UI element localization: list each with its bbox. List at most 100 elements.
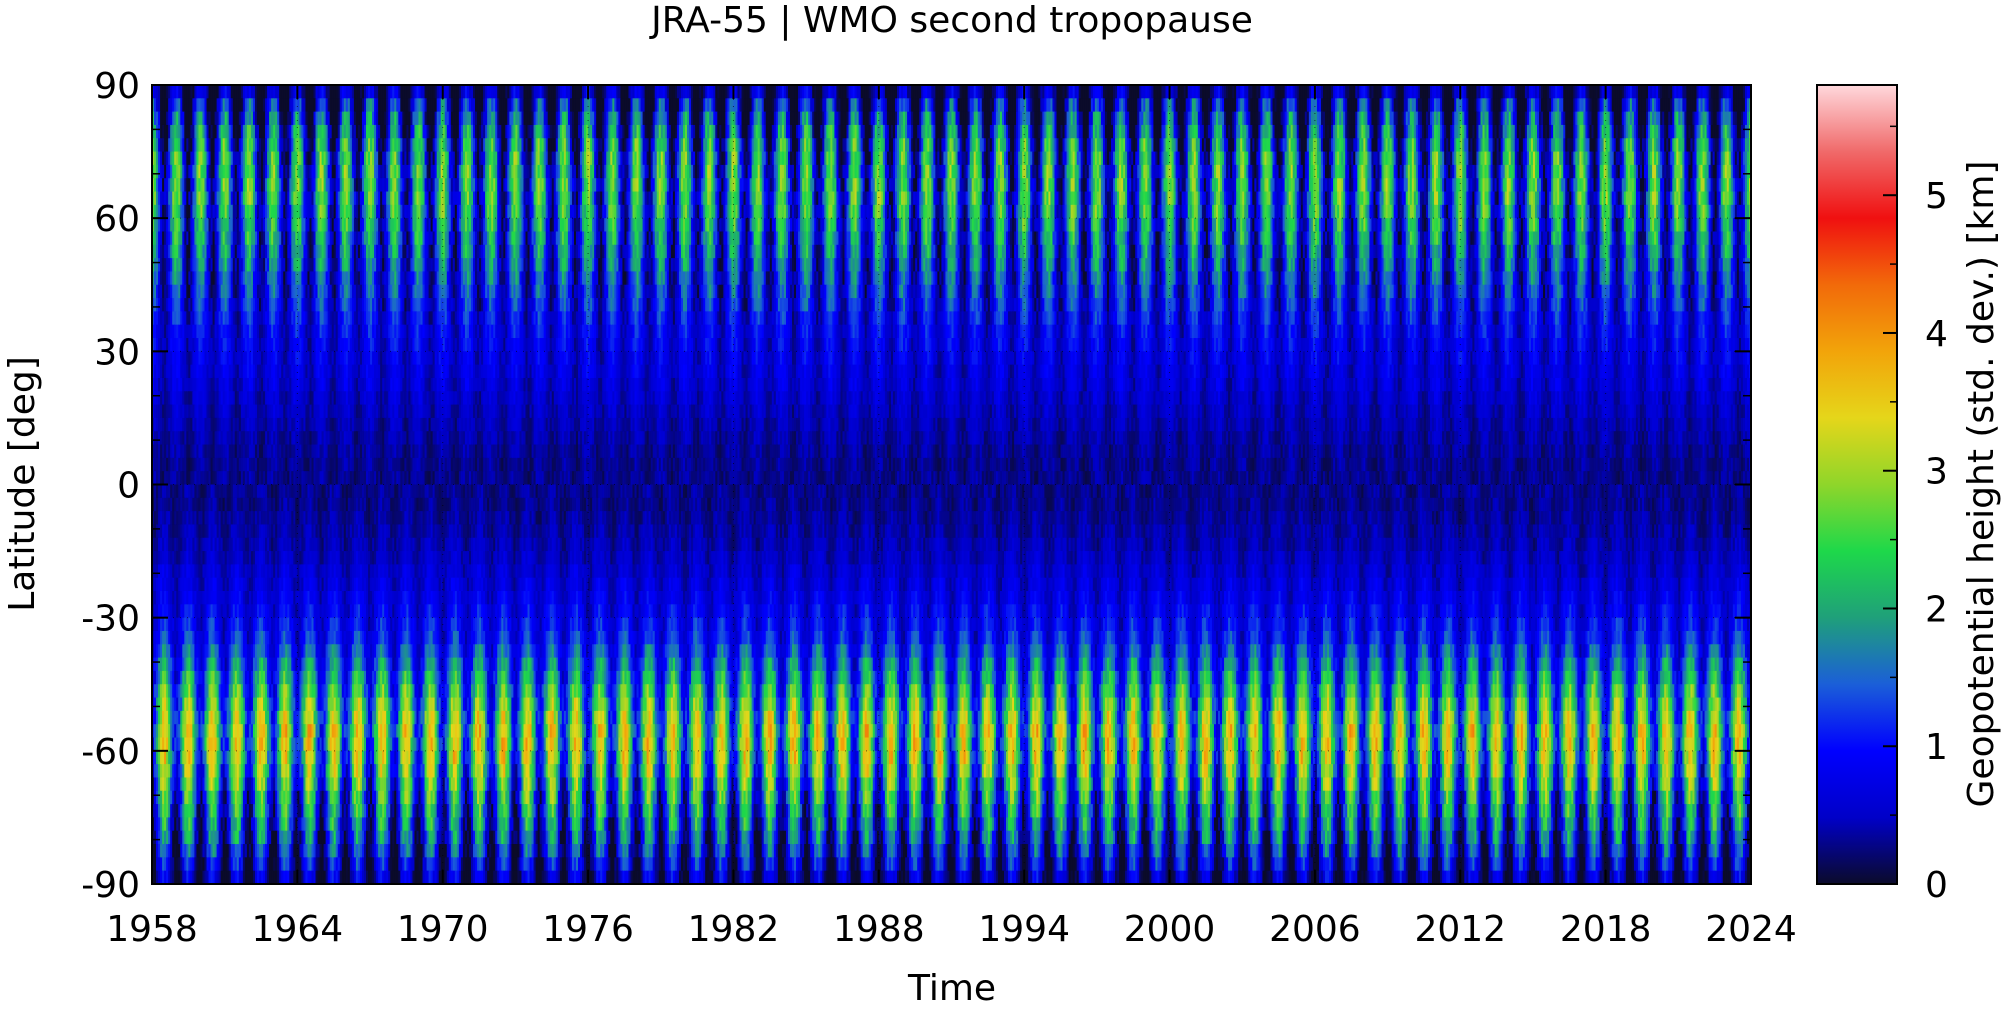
heatmap-cell bbox=[618, 85, 621, 99]
heatmap-cell bbox=[1387, 85, 1391, 99]
heatmap-cell bbox=[390, 85, 393, 99]
heatmap-cell bbox=[925, 85, 928, 99]
heatmap-cell bbox=[1131, 85, 1134, 99]
heatmap-cell bbox=[1222, 85, 1225, 99]
heatmap-cell bbox=[947, 85, 951, 99]
heatmap-cell bbox=[204, 98, 208, 113]
heatmap-cell bbox=[426, 85, 430, 99]
heatmap-cell bbox=[1320, 85, 1324, 99]
heatmap-cell bbox=[1411, 85, 1415, 99]
heatmap-cell bbox=[646, 85, 650, 99]
heatmap-cell bbox=[1448, 85, 1451, 99]
heatmap-cell bbox=[1395, 85, 1399, 99]
heatmap-cell bbox=[1514, 85, 1518, 99]
heatmap-cell bbox=[206, 85, 210, 99]
heatmap-cell bbox=[434, 85, 438, 99]
heatmap-cell bbox=[715, 85, 718, 99]
heatmap-cell bbox=[1686, 85, 1690, 99]
heatmap-cell bbox=[220, 85, 224, 99]
heatmap-cell bbox=[604, 85, 607, 99]
heatmap-cell bbox=[218, 85, 222, 99]
heatmap-cell bbox=[1520, 85, 1524, 99]
heatmap-cell bbox=[156, 98, 159, 113]
heatmap-cell bbox=[297, 85, 300, 99]
heatmap-cell bbox=[446, 85, 450, 99]
heatmap-cell bbox=[1539, 85, 1542, 99]
heatmap-cell bbox=[1066, 85, 1070, 99]
heatmap-cell bbox=[430, 85, 434, 99]
heatmap-cell bbox=[1377, 85, 1381, 99]
heatmap-cell bbox=[1032, 85, 1035, 99]
heatmap-cell bbox=[701, 85, 704, 99]
heatmap-cell bbox=[1506, 85, 1510, 99]
heatmap-cell bbox=[1195, 85, 1199, 99]
heatmap-cell bbox=[1599, 85, 1603, 99]
heatmap-cell bbox=[1129, 85, 1132, 99]
heatmap-cell bbox=[1141, 85, 1144, 99]
heatmap-cell bbox=[1740, 85, 1744, 99]
heatmap-cell bbox=[160, 98, 163, 113]
heatmap-cell bbox=[1672, 85, 1675, 99]
heatmap-cell bbox=[1462, 85, 1465, 99]
heatmap-cell bbox=[507, 85, 510, 99]
heatmap-cell bbox=[152, 85, 155, 99]
heatmap-cell bbox=[1333, 85, 1336, 99]
heatmap-cell bbox=[1557, 85, 1560, 99]
heatmap-cell bbox=[216, 85, 220, 99]
heatmap-cell bbox=[285, 85, 288, 99]
heatmap-cell bbox=[1137, 85, 1140, 99]
heatmap-cell bbox=[1337, 85, 1340, 99]
heatmap-cell bbox=[519, 85, 523, 99]
heatmap-cell bbox=[1173, 85, 1177, 99]
heatmap-cell bbox=[644, 85, 648, 99]
heatmap-cell bbox=[368, 85, 371, 99]
heatmap-cell bbox=[664, 85, 668, 99]
heatmap-cell bbox=[1280, 85, 1284, 99]
heatmap-cell bbox=[1440, 85, 1443, 99]
heatmap-cell bbox=[537, 85, 541, 99]
heatmap-cell bbox=[1567, 85, 1570, 99]
heatmap-cell bbox=[1220, 85, 1223, 99]
heatmap-cell bbox=[759, 85, 763, 99]
heatmap-cell bbox=[921, 85, 924, 99]
heatmap-cell bbox=[1662, 85, 1665, 99]
heatmap-cell bbox=[511, 85, 514, 99]
heatmap-cell bbox=[1478, 85, 1482, 99]
heatmap-cell bbox=[1056, 85, 1060, 99]
heatmap-cell bbox=[1674, 85, 1677, 99]
heatmap-cell bbox=[359, 85, 363, 99]
heatmap-cell bbox=[1203, 85, 1207, 99]
heatmap-cell bbox=[592, 85, 595, 99]
heatmap-cell bbox=[503, 85, 506, 99]
heatmap-cell bbox=[711, 85, 714, 99]
heatmap-cell bbox=[941, 85, 945, 99]
heatmap-cell bbox=[1165, 85, 1169, 99]
heatmap-cell bbox=[1468, 85, 1471, 99]
heatmap-cell bbox=[929, 85, 932, 99]
heatmap-cell bbox=[1664, 85, 1667, 99]
heatmap-cell bbox=[305, 85, 309, 99]
heatmap-cell bbox=[1391, 85, 1395, 99]
heatmap-cell bbox=[1030, 85, 1033, 99]
heatmap-cell bbox=[890, 85, 894, 99]
heatmap-cell bbox=[1547, 85, 1550, 99]
heatmap-cell bbox=[1680, 85, 1683, 99]
heatmap-cell bbox=[353, 85, 357, 99]
heatmap-cell bbox=[668, 85, 672, 99]
heatmap-cell bbox=[424, 85, 428, 99]
heatmap-cell bbox=[747, 85, 751, 99]
heatmap-cell bbox=[372, 85, 375, 99]
heatmap-cell bbox=[1518, 85, 1522, 99]
heatmap-cell bbox=[154, 98, 157, 113]
heatmap-cell bbox=[242, 85, 246, 99]
heatmap-cell bbox=[1169, 85, 1173, 99]
heatmap-cell bbox=[1135, 85, 1138, 99]
heatmap-cell bbox=[1201, 85, 1205, 99]
heatmap-cell bbox=[1260, 85, 1264, 99]
heatmap-cell bbox=[473, 85, 476, 99]
heatmap-cell bbox=[654, 85, 658, 99]
heatmap-cell bbox=[983, 85, 987, 99]
heatmap-cell bbox=[533, 85, 537, 99]
heatmap-cell bbox=[1724, 85, 1728, 99]
heatmap-cell bbox=[222, 85, 226, 99]
